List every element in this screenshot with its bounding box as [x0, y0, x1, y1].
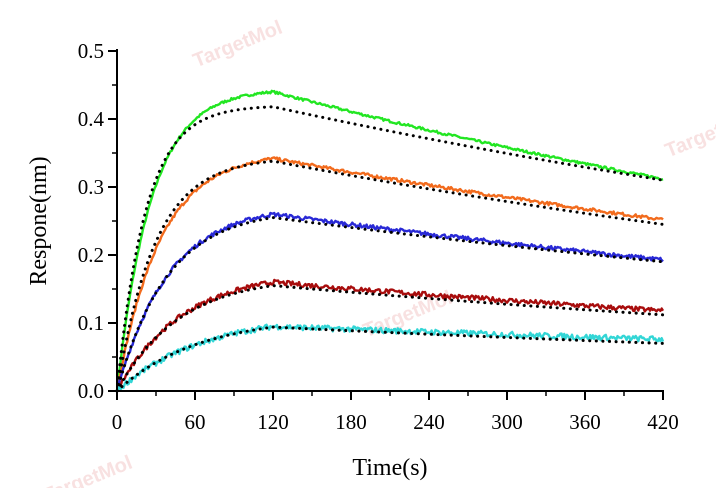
- x-axis-title: Time(s): [352, 455, 427, 481]
- y-tick-label: 0.2: [78, 243, 104, 267]
- watermark-text: TargetMol: [662, 107, 716, 163]
- series-layer: [115, 89, 665, 392]
- series-line-3: [115, 211, 664, 392]
- x-tick-label: 420: [647, 410, 679, 434]
- fit-line-2: [115, 159, 665, 393]
- fit-line-1: [115, 105, 665, 393]
- x-tick-label: 0: [112, 410, 123, 434]
- series-line-2: [115, 156, 664, 392]
- series-line-4: [116, 278, 665, 390]
- y-tick-label: 0.3: [78, 175, 104, 199]
- y-tick-label: 0.4: [78, 107, 105, 131]
- series-line-5: [116, 323, 665, 392]
- fit-line-5: [115, 325, 665, 393]
- y-tick-label: 0.0: [78, 379, 104, 403]
- fit-layer: [115, 105, 665, 393]
- x-tick-label: 240: [413, 410, 445, 434]
- y-axis-title: Respone(nm): [26, 156, 52, 285]
- x-tick-label: 60: [185, 410, 206, 434]
- x-tick-label: 360: [569, 410, 601, 434]
- x-tick-label: 300: [491, 410, 523, 434]
- axes-layer: 0.0 0.1 0.2 0.3 0.4 0.5 0 60 120 180 240 300 360 420: [78, 39, 679, 434]
- x-tick-label: 120: [257, 410, 289, 434]
- x-tick-label: 180: [335, 410, 367, 434]
- y-tick-label: 0.1: [78, 311, 104, 335]
- watermark-text: TargetMol: [190, 17, 285, 73]
- series-line-1: [115, 89, 664, 392]
- watermark-text: TargetMol: [40, 452, 135, 488]
- fit-line-3: [115, 216, 665, 393]
- y-tick-label: 0.5: [78, 39, 104, 63]
